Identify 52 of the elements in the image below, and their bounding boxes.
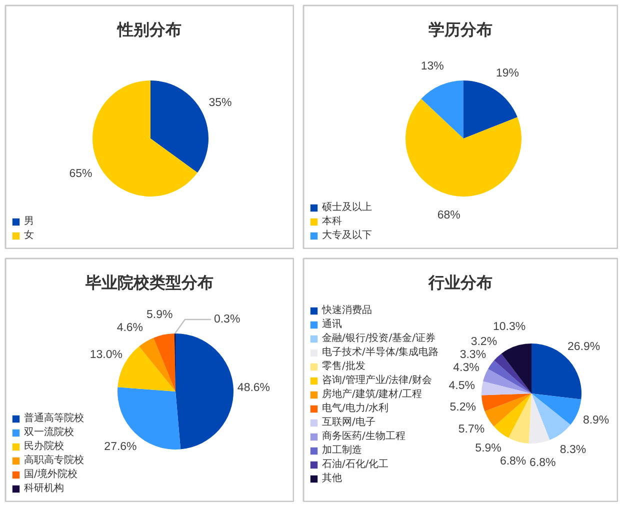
data-label: 48.6% — [237, 382, 270, 394]
legend-label: 高职高专院校 — [24, 454, 84, 467]
legend-label: 科研机构 — [24, 482, 64, 495]
data-label: 65% — [69, 168, 92, 180]
data-label: 5.2% — [450, 401, 476, 414]
data-label: 5.7% — [458, 424, 485, 436]
legend-label: 石油/石化/化工 — [322, 458, 389, 471]
legend-label: 商务医药/生物工程 — [322, 430, 406, 443]
legend-label: 零售/批发 — [322, 360, 366, 373]
legend-label: 咨询/管理产业/法律/财会 — [322, 374, 432, 387]
data-label: 0.3% — [214, 314, 240, 326]
legend-label: 电子技术/半导体/集成电路 — [322, 346, 439, 359]
legend-label: 女 — [24, 229, 35, 242]
data-label: 13% — [420, 60, 444, 73]
data-label: 26.9% — [568, 341, 600, 353]
legend-label: 双一流院校 — [24, 426, 74, 439]
data-label: 35% — [208, 96, 232, 109]
legend-label: 普通高等院校 — [24, 412, 84, 425]
data-label: 4.5% — [448, 380, 475, 392]
data-label: 13.0% — [90, 349, 122, 362]
data-label: 4.6% — [116, 322, 144, 334]
chart-title: 学历分布 — [428, 20, 492, 39]
data-label: 19% — [496, 68, 520, 80]
data-label: 27.6% — [104, 441, 137, 454]
data-label: 3.3% — [460, 349, 486, 362]
legend-label: 快速消费品 — [322, 304, 372, 317]
data-label: 5.9% — [475, 442, 502, 455]
data-label: 6.8% — [500, 456, 526, 468]
legend-label: 民办院校 — [24, 440, 64, 453]
chart-title: 毕业院校类型分布 — [84, 273, 214, 292]
legend-label: 加工制造 — [322, 444, 362, 457]
legend-label: 电气/电力/水利 — [322, 402, 389, 415]
legend-label: 本科 — [322, 214, 342, 228]
text: 行业分布 — [428, 273, 492, 292]
legend-label: 硕士及以上 — [322, 200, 372, 214]
legend-label: 金融/银行/投资/基金/证券 — [322, 332, 436, 345]
legend-label: 房地产/建筑/建材/工程 — [322, 388, 422, 401]
legend-label: 大专及以下 — [322, 228, 372, 242]
chart-title: 性别分布 — [116, 20, 182, 39]
data-label: 8.9% — [582, 414, 610, 427]
data-label: 68% — [437, 209, 460, 222]
legend-label: 男 — [24, 215, 35, 228]
data-label: 8.3% — [560, 444, 586, 456]
data-label: 5.9% — [146, 308, 173, 321]
legend-label: 互联网/电子 — [322, 416, 376, 429]
legend-label: 国/境外院校 — [24, 468, 78, 481]
data-label: 10.3% — [492, 321, 526, 334]
data-label: 6.8% — [530, 456, 556, 469]
legend-label: 其他 — [322, 472, 342, 485]
data-label: 3.2% — [470, 336, 498, 348]
data-label: 4.3% — [453, 362, 480, 374]
legend-label: 通讯 — [322, 318, 342, 331]
